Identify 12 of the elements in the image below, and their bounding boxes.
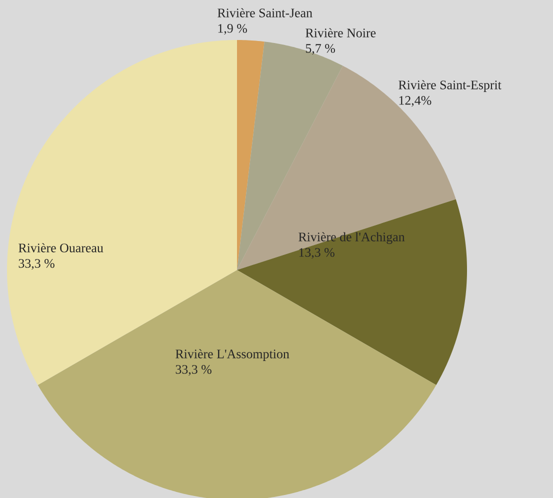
- slice-label: Rivière Saint-Esprit: [398, 80, 502, 92]
- slice-label: Rivière L'Assomption: [176, 349, 290, 361]
- slice-label: Rivière de l'Achigan: [298, 232, 405, 244]
- slice-label: Rivière Ouareau: [18, 243, 104, 252]
- data-label: 1,9 %: [218, 24, 247, 35]
- slice-label: Rivière Saint-Jean: [218, 8, 312, 18]
- data-label: 13,3 %: [299, 248, 334, 259]
- data-label: 33,3 %: [176, 365, 212, 376]
- data-label: 33,3 %: [18, 259, 54, 270]
- data-label: 5,7 %: [306, 44, 335, 55]
- data-label: 12,4%: [399, 96, 432, 107]
- slice-label: Rivière Noire: [306, 28, 376, 38]
